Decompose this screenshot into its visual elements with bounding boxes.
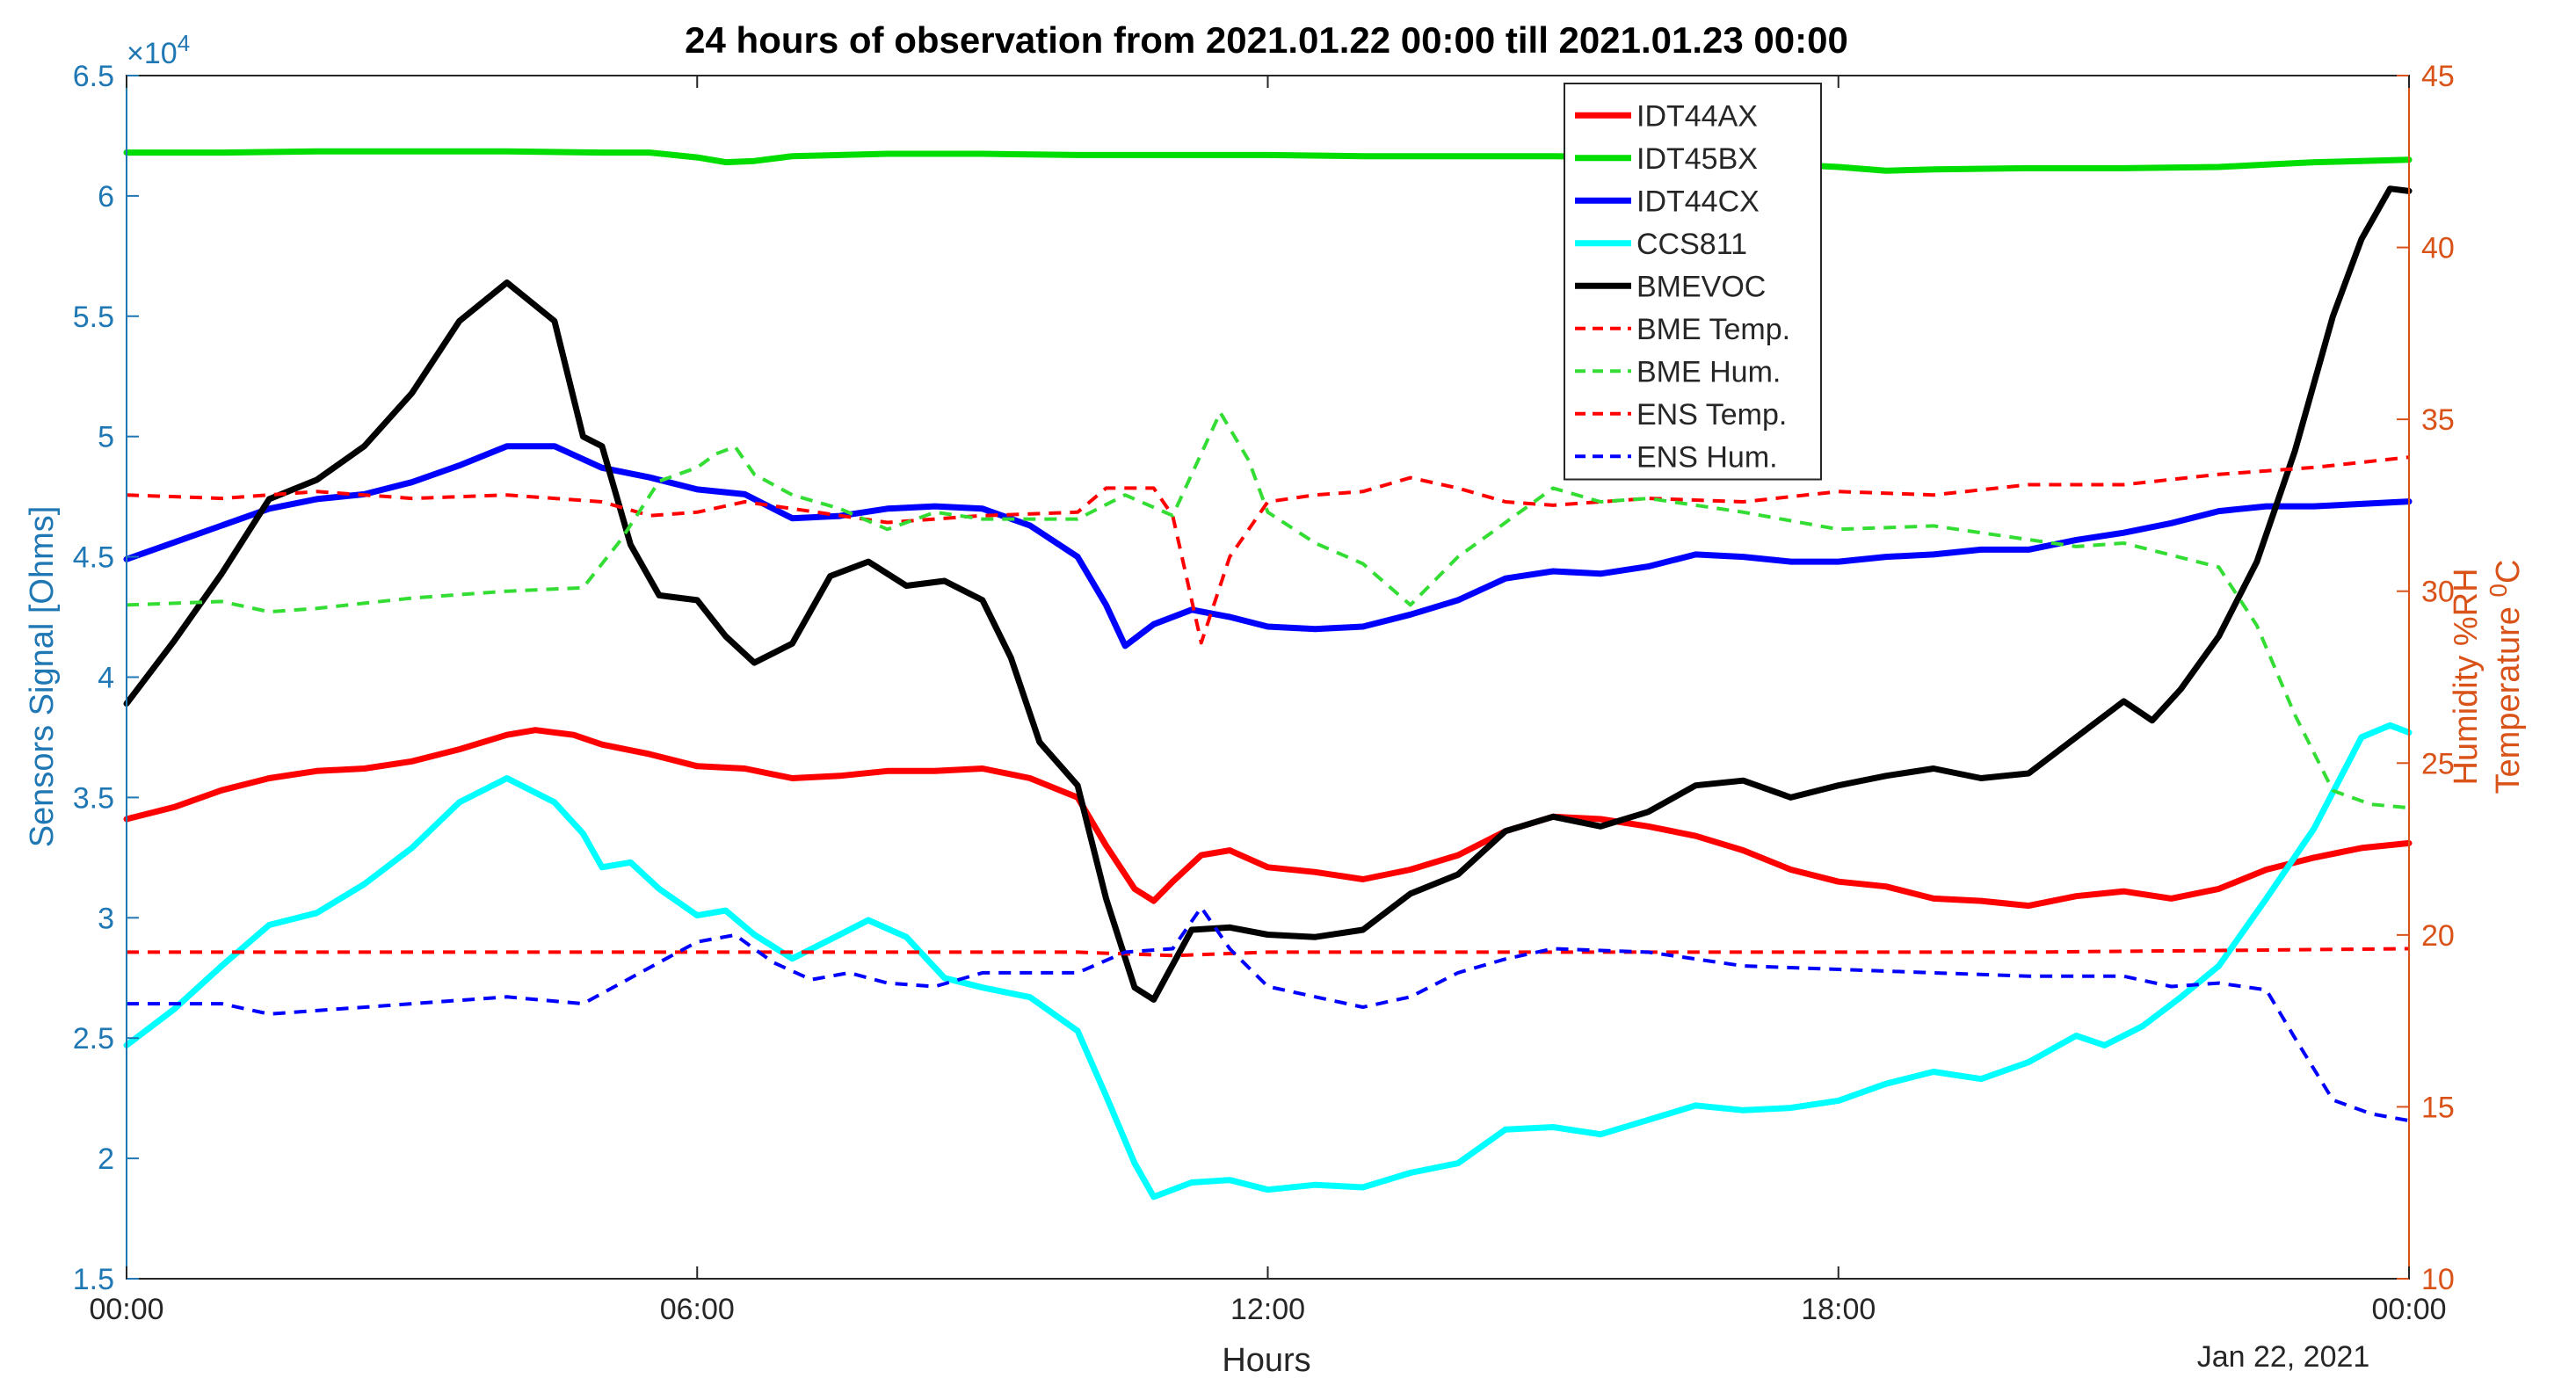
right-tick-label: 35 [2421,403,2455,437]
legend-entry-label: IDT44AX [1636,99,1758,133]
legend-entry-label: BMEVOC [1636,270,1766,303]
left-tick-label: 4 [98,662,114,695]
left-tick-label: 6 [98,180,114,214]
x-axis-label: Hours [1222,1342,1310,1379]
x-tick-label: 12:00 [1230,1293,1305,1326]
right-axis-label-degree: 0 [2485,584,2512,598]
chart-title: 24 hours of observation from 2021.01.22 … [685,19,1848,61]
right-axis-label-temperature-word: Temperature [2490,598,2527,794]
right-tick-label: 40 [2421,232,2455,265]
right-tick-label: 15 [2421,1091,2455,1124]
left-axis-exponent: ×104 [127,30,190,70]
legend-entry-label: ENS Temp. [1636,398,1787,432]
x-axis: 00:00 06:00 12:00 18:00 00:00 [89,76,2447,1326]
legend-entry-label: IDT45BX [1636,142,1758,176]
left-tick-label: 3.5 [73,781,114,815]
left-tick-label: 3 [98,902,114,935]
right-tick-label: 20 [2421,919,2455,953]
legend-entry-label: ENS Hum. [1636,440,1778,474]
series-line-ccs811 [123,722,2413,1201]
left-tick-label: 2.5 [73,1022,114,1055]
x-tick-label: 18:00 [1801,1293,1876,1326]
right-tick-label: 30 [2421,576,2455,609]
left-axis-exponent-base: ×10 [127,37,178,70]
left-tick-label: 5.5 [73,301,114,334]
left-axis-label: Sensors Signal [Ohms] [24,506,61,848]
right-axis-label-unit: C [2490,560,2527,584]
series-line-ens-hum [127,905,2410,1123]
left-axis-exponent-power: 4 [178,30,190,56]
legend: IDT44AX IDT45BX IDT44CX CCS811 BMEVOC BME Tem… [1564,83,1822,481]
x-tick-label: 06:00 [660,1293,735,1326]
right-axis: 10 15 20 25 30 35 40 45 [2397,60,2455,1296]
legend-entry-label: CCS811 [1636,228,1747,261]
series-line-bme-temp [126,455,2410,645]
series-layer [123,148,2413,1201]
legend-entry-label: IDT44CX [1636,185,1760,218]
right-tick-label: 45 [2421,60,2455,93]
right-tick-label: 25 [2421,747,2455,780]
left-tick-label: 5 [98,421,114,454]
series-line-idt44cx [123,443,2413,649]
right-tick-label: 10 [2421,1263,2455,1296]
left-axis: 1.5 2 2.5 3 3.5 4 4.5 5 5.5 6 6.5 [73,60,139,1296]
legend-entry-label: BME Temp. [1636,313,1790,346]
series-line-idt44ax [123,727,2413,910]
right-axis-label-humidity: Humidity %RH [2448,568,2485,785]
series-line-ens-temp [127,947,2410,958]
x-tick-label: 00:00 [2371,1293,2446,1326]
left-tick-label: 1.5 [73,1263,114,1296]
series-line-bme-hum [126,410,2410,810]
series-line-bmevoc [123,185,2413,1003]
series-line-idt45bx [123,148,2413,174]
x-tick-label: 00:00 [89,1293,163,1326]
legend-box [1564,83,1822,481]
left-tick-label: 6.5 [73,60,114,93]
left-tick-label: 2 [98,1142,114,1176]
right-axis-label-temperature: Temperature 0C [2485,560,2527,794]
right-axis-label-group: Humidity %RH Temperature 0C [2448,560,2527,794]
x-axis-date-label: Jan 22, 2021 [2197,1340,2370,1374]
left-tick-label: 4.5 [73,541,114,575]
legend-entry-label: BME Hum. [1636,355,1781,388]
